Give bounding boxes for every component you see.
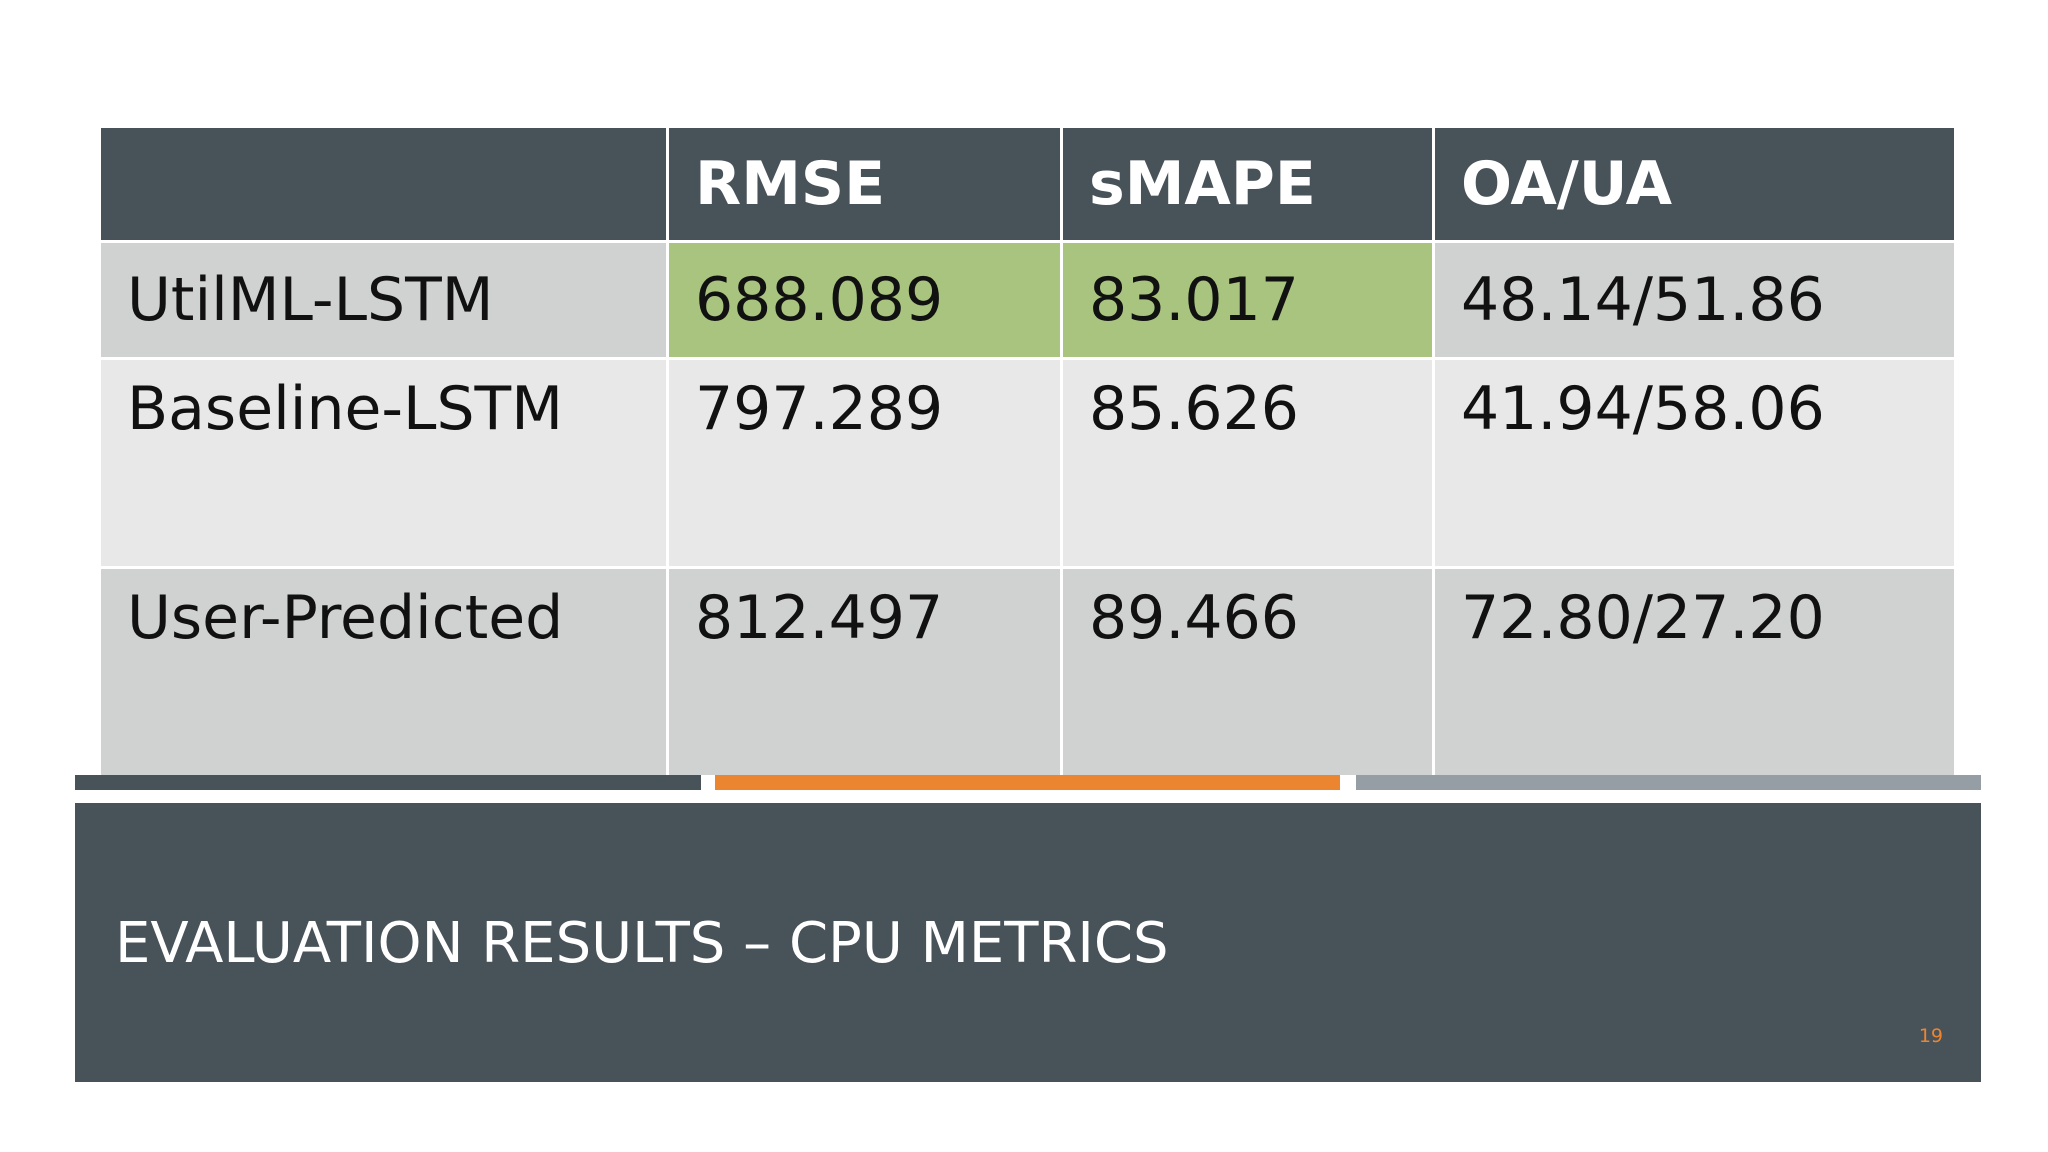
oaua-cell: 48.14/51.86 xyxy=(1432,240,1957,360)
table-row: Baseline-LSTM 797.289 85.626 41.94/58.06 xyxy=(98,357,1957,569)
results-table: RMSE sMAPE OA/UA UtilML-LSTM 688.089 83.… xyxy=(98,125,1957,778)
rmse-cell: 797.289 xyxy=(666,357,1063,569)
accent-bar-gray xyxy=(1356,775,1981,790)
header-corner-cell xyxy=(98,125,669,243)
oaua-cell: 41.94/58.06 xyxy=(1432,357,1957,569)
table-row: User-Predicted 812.497 89.466 72.80/27.2… xyxy=(98,566,1957,778)
row-label: User-Predicted xyxy=(98,566,669,778)
accent-bar-dark xyxy=(75,775,701,790)
slide-number: 19 xyxy=(1918,1025,1943,1047)
oaua-cell: 72.80/27.20 xyxy=(1432,566,1957,778)
rmse-cell: 812.497 xyxy=(666,566,1063,778)
row-label: UtilML-LSTM xyxy=(98,240,669,360)
smape-cell: 85.626 xyxy=(1060,357,1435,569)
row-label: Baseline-LSTM xyxy=(98,357,669,569)
accent-bar-orange xyxy=(715,775,1340,790)
header-rmse: RMSE xyxy=(666,125,1063,243)
table-row: UtilML-LSTM 688.089 83.017 48.14/51.86 xyxy=(98,240,1957,360)
title-band: EVALUATION RESULTS – CPU METRICS 19 xyxy=(75,803,1981,1082)
header-smape: sMAPE xyxy=(1060,125,1435,243)
rmse-cell-best: 688.089 xyxy=(666,240,1063,360)
table-header-row: RMSE sMAPE OA/UA xyxy=(98,125,1957,243)
smape-cell: 89.466 xyxy=(1060,566,1435,778)
smape-cell-best: 83.017 xyxy=(1060,240,1435,360)
slide-title: EVALUATION RESULTS – CPU METRICS xyxy=(115,911,1169,976)
header-oaua: OA/UA xyxy=(1432,125,1957,243)
